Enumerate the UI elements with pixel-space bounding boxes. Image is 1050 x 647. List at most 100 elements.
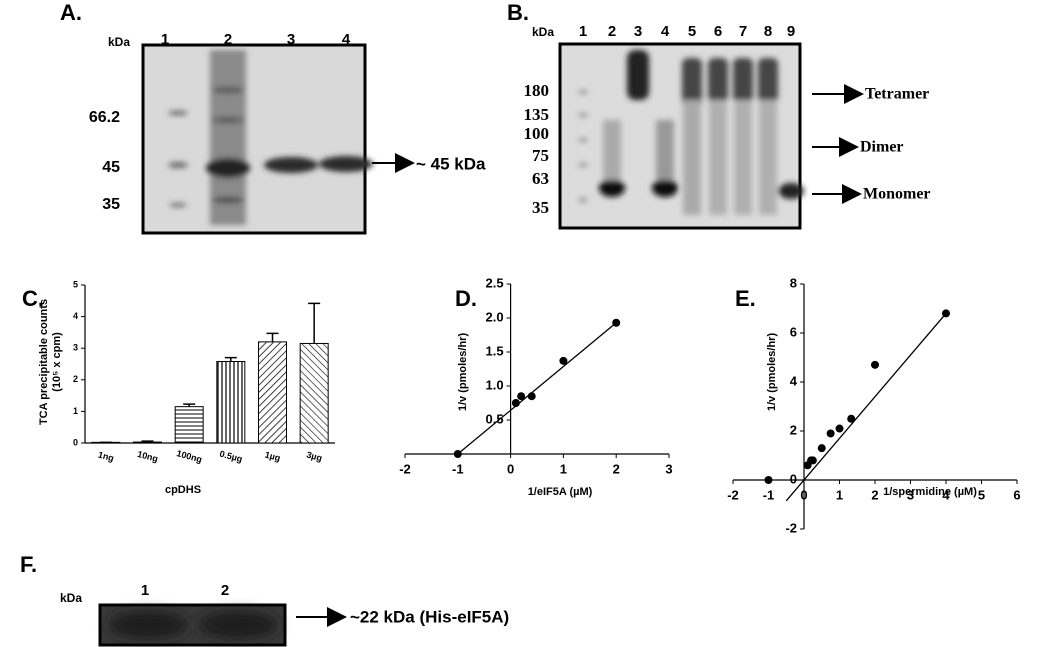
gel-f: F. kDa ~22 kDa (His-eIF5A) <box>20 552 509 647</box>
error-bar <box>308 302 321 344</box>
y-tick-label: -2 <box>785 520 797 535</box>
data-point <box>826 429 835 438</box>
x-tick-label: 2 <box>871 487 878 502</box>
x-tick-label: 0.5µg <box>218 449 243 465</box>
x-tick-label: 0 <box>800 487 807 502</box>
x-tick-label: 0 <box>507 461 514 476</box>
y-axis-label: (10⁵ x cpm) <box>51 332 63 392</box>
data-point <box>517 392 526 401</box>
data-point <box>871 360 879 369</box>
y-axis-label: TCA precipitable counts <box>38 299 50 425</box>
x-tick-label: 1ng <box>97 449 115 463</box>
data-point <box>847 414 856 423</box>
lane-number: 1 <box>579 23 587 40</box>
x-tick-label: 1µg <box>264 450 282 464</box>
x-tick-label: 3 <box>907 487 914 502</box>
bands <box>108 611 278 639</box>
y-tick-label: 0 <box>73 437 78 447</box>
panel-label: C. <box>22 286 44 311</box>
data-point <box>612 318 621 327</box>
lane-number: 9 <box>787 23 795 40</box>
y-tick-label: 8 <box>790 275 797 290</box>
data-point <box>764 476 773 484</box>
marker-label: 135 <box>524 105 550 124</box>
bar <box>133 441 162 444</box>
panel-label: F. <box>20 552 37 577</box>
panel-label: A. <box>60 0 82 25</box>
marker-label: 75 <box>532 146 549 165</box>
data-point <box>942 309 950 318</box>
marker-label: 66.2 <box>89 109 120 126</box>
data-point <box>808 456 817 465</box>
y-tick-label: 1.0 <box>486 377 504 392</box>
data-point <box>453 450 462 458</box>
data-point <box>817 444 826 453</box>
lane-number: 1 <box>141 582 149 599</box>
x-tick-label: -1 <box>452 461 464 476</box>
marker-label: 100 <box>524 124 550 143</box>
data-point <box>527 392 536 401</box>
annotation: ~ 45 kDa <box>416 154 486 173</box>
panel-label: E. <box>735 286 756 311</box>
x-axis-label: 1/eIF5A (µM) <box>528 486 593 498</box>
marker-label: 35 <box>532 198 549 217</box>
lane-number: 1 <box>161 31 169 48</box>
x-tick-label: 2 <box>613 461 620 476</box>
unit-label: kDa <box>60 591 82 605</box>
error-bar <box>266 332 279 342</box>
error-bar <box>224 356 237 362</box>
y-axis-label: 1/v (pmoles/hr) <box>457 333 469 412</box>
data-point <box>559 356 568 365</box>
x-tick-label: 1 <box>836 487 843 502</box>
lane-number: 3 <box>287 31 295 48</box>
y-tick-label: 3 <box>73 343 78 353</box>
annotation: Dimer <box>860 139 904 156</box>
y-tick-label: 2.5 <box>486 275 504 290</box>
x-tick-label: 6 <box>1013 487 1020 502</box>
bar <box>299 342 329 444</box>
y-tick-label: 0 <box>790 471 797 486</box>
marker-label: 45 <box>102 159 120 176</box>
data-point <box>511 399 520 407</box>
marker-label: 63 <box>532 169 549 188</box>
lane-number: 2 <box>221 582 229 599</box>
unit-label: kDa <box>532 25 554 39</box>
bands <box>578 50 804 215</box>
y-axis-label: 1/v (pmoles/hr) <box>766 333 778 412</box>
gel-b: B. kDa <box>507 0 864 230</box>
panel-label: D. <box>455 286 477 311</box>
bar <box>174 406 204 444</box>
error-bar <box>183 403 196 407</box>
y-tick-label: 2.0 <box>486 309 504 324</box>
lane-number: 2 <box>608 23 616 40</box>
bar <box>216 360 246 444</box>
panel-label: B. <box>507 0 529 25</box>
y-tick-label: 2 <box>790 422 797 437</box>
x-axis-label: 1/spermidine (µM) <box>883 486 977 498</box>
x-tick-label: 1 <box>560 461 567 476</box>
x-tick-label: 5 <box>978 487 985 502</box>
y-tick-label: 1.5 <box>486 343 504 358</box>
bands <box>168 50 373 225</box>
x-tick-label: -2 <box>399 461 411 476</box>
lane-number: 8 <box>764 23 772 40</box>
lane-number: 5 <box>688 23 696 40</box>
y-tick-label: 5 <box>73 279 78 289</box>
unit-label: kDa <box>108 35 130 49</box>
y-tick-label: 4 <box>790 373 798 388</box>
fit-line <box>457 322 617 455</box>
y-tick-label: 4 <box>73 311 78 321</box>
lane-number: 4 <box>342 31 351 48</box>
x-tick-label: 3µg <box>305 450 323 464</box>
x-axis-label: cpDHS <box>165 484 201 496</box>
data-point <box>835 424 844 433</box>
gel-image <box>141 43 367 235</box>
gel-a: A. kDa ~ 45 kDa <box>60 0 486 235</box>
x-tick-label: 4 <box>942 487 950 502</box>
lane-number: 7 <box>739 23 747 40</box>
lane-number: 3 <box>634 23 642 40</box>
annotation: Monomer <box>863 186 931 203</box>
x-tick-label: 100ng <box>175 448 203 464</box>
x-tick-label: -1 <box>763 487 775 502</box>
